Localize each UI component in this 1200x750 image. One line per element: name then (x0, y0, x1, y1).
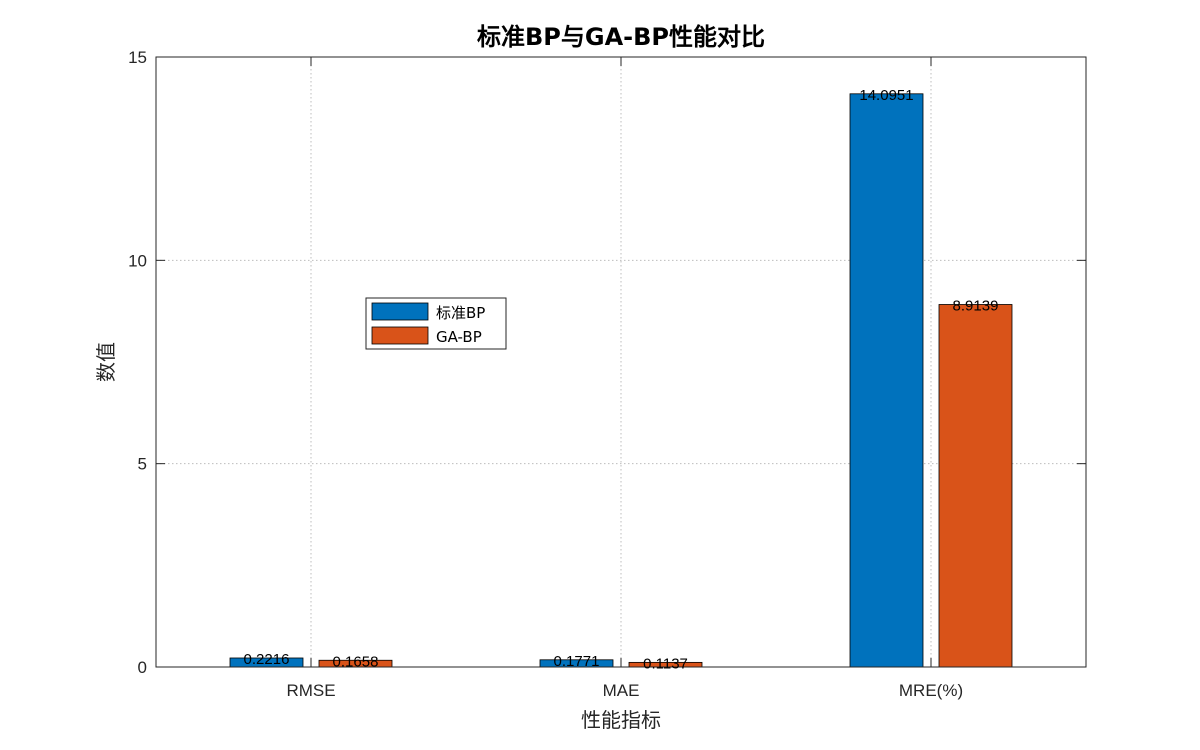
data-label-series-2: 0.1658 (333, 653, 379, 670)
data-labels-group: 0.2216 0.1771 14.0951 0.1658 0.1137 8.9139 (244, 87, 999, 673)
data-label-series-1: 0.1771 (554, 653, 600, 670)
x-tick-label: MRE(%) (899, 681, 963, 700)
y-tick-label: 15 (128, 48, 147, 67)
bars-group (229, 93, 1013, 668)
y-tick-label: 0 (138, 658, 147, 677)
legend-label-series-2: GA-BP (436, 328, 482, 346)
chart-title: 标准BP与GA-BP性能对比 (477, 23, 765, 51)
data-label-series-2: 8.9139 (953, 298, 999, 315)
data-label-series-1: 14.0951 (859, 87, 913, 104)
data-label-series-1: 0.2216 (244, 651, 290, 668)
y-tick-label: 10 (128, 251, 147, 270)
ticks-group: 0 5 10 15 RMSE MAE MRE(%) (128, 48, 1086, 700)
grid-lines (156, 57, 1086, 667)
bar-series-1 (849, 93, 924, 668)
legend: 标准BP GA-BP (365, 297, 507, 350)
y-tick-label: 5 (138, 455, 147, 474)
x-axis-label: 性能指标 (581, 708, 661, 732)
legend-swatch-series-2 (371, 326, 429, 345)
legend-swatch-series-1 (371, 302, 429, 321)
x-tick-label: RMSE (286, 681, 335, 700)
bar-series-2 (938, 304, 1013, 668)
data-label-series-2: 0.1137 (643, 655, 688, 672)
y-axis-label: 数值 (94, 342, 118, 382)
legend-label-series-1: 标准BP (436, 304, 485, 322)
x-tick-label: MAE (603, 681, 640, 700)
